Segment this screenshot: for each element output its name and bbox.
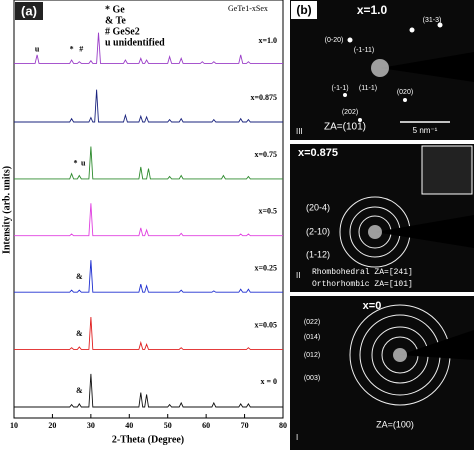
spot-label: (014) (304, 334, 320, 341)
panel-i: x=0 (022) (014) (012) (003) ZA=(100) I (290, 296, 474, 450)
zone-axis: Orthorhombic ZA=[101] (312, 280, 413, 289)
central-spot (371, 59, 389, 77)
x-tick-label: 60 (202, 421, 210, 430)
spot-label: (-1-11) (354, 47, 374, 54)
legend-line: & Te (105, 15, 126, 26)
series-label: x=1.0 (258, 36, 277, 45)
panel-label-bg (291, 1, 317, 19)
series-label: x = 0 (260, 377, 277, 386)
spot-label: (012) (304, 352, 320, 359)
chart-title: GeTe1-xSex (228, 4, 268, 13)
legend-line: * Ge (105, 4, 125, 15)
peak-label: u (81, 158, 86, 167)
beam-stop (400, 330, 474, 360)
pattern-line (14, 316, 283, 350)
x-tick-label: 80 (279, 421, 287, 430)
pattern-line (14, 146, 283, 180)
panel-b: (b) x=1.0 (0-20) (-1-11) (31-3) (-1-1) (… (290, 0, 474, 140)
beam-stop (375, 215, 474, 248)
series-label: x=0.875 (250, 93, 277, 102)
panel-numeral: III (296, 127, 303, 136)
peak-label: u (35, 45, 40, 54)
composition: x=1.0 (357, 3, 388, 17)
zone-axis: ZA=(101) (324, 122, 366, 133)
x-tick-label: 70 (241, 421, 249, 430)
spot-label: (022) (304, 319, 320, 326)
series-label: x=0.5 (258, 207, 277, 216)
spot-label: (-1-1) (331, 85, 348, 92)
x-axis-label: 2-Theta (Degree) (112, 434, 184, 445)
peak-label: # (79, 45, 83, 54)
spot-label: (202) (342, 109, 358, 116)
spot (358, 118, 362, 122)
x-tick-label: 40 (125, 421, 133, 430)
y-axis-label: Intensity (arb. units) (1, 166, 12, 254)
spot (347, 37, 353, 43)
panel-label: (a) (21, 3, 37, 18)
diffraction-image (290, 296, 474, 450)
beam-stop (380, 52, 474, 82)
panel-numeral: I (296, 433, 298, 442)
spot-label: (20-4) (306, 202, 330, 212)
spot (403, 98, 407, 102)
spot-label: (2-10) (306, 226, 330, 236)
scale-label: 5 nm⁻¹ (413, 126, 438, 135)
zone-axis: Rhombohedral ZA=[241] (312, 268, 413, 277)
central-spot (368, 225, 382, 239)
peak-label: & (76, 272, 83, 281)
x-tick-label: 50 (164, 421, 172, 430)
legend-line: u unidentified (105, 37, 165, 48)
panel-label-bg (15, 2, 43, 20)
spot-label: (1-12) (306, 249, 330, 259)
panel-label: (b) (296, 3, 311, 17)
pattern-line (14, 89, 283, 123)
spot-label: (020) (397, 89, 413, 96)
peak-label: * (73, 158, 77, 167)
peak-label: & (76, 386, 83, 395)
x-tick-label: 10 (10, 421, 18, 430)
spot-label: (003) (304, 375, 320, 382)
x-tick-label: 30 (87, 421, 95, 430)
legend-line: # GeSe2 (105, 26, 140, 37)
panel-numeral: II (296, 271, 300, 280)
spot (409, 27, 415, 33)
pattern-line (14, 32, 283, 64)
pattern-line (14, 260, 283, 293)
spot-label: (31-3) (423, 17, 442, 24)
pattern-line (14, 203, 283, 237)
inset-image (421, 145, 473, 195)
series-label: x=0.05 (254, 320, 277, 329)
spot (343, 93, 347, 97)
series-label: x=0.25 (254, 264, 277, 273)
spot-label: (0-20) (325, 37, 344, 44)
central-spot (393, 348, 407, 362)
zone-axis: ZA=(100) (376, 419, 414, 429)
x-tick-label: 20 (48, 421, 56, 430)
composition: x=0 (363, 300, 382, 312)
pattern-line (14, 373, 283, 408)
spot-label: (11-1) (359, 85, 377, 92)
peak-label: * (70, 45, 74, 54)
spot (437, 22, 443, 28)
panel-ii: x=0.875 (20-4) (2-10) (1-12) Rhombohedra… (290, 144, 474, 292)
series-label: x=0.75 (254, 150, 277, 159)
peak-label: & (76, 329, 83, 338)
composition: x=0.875 (298, 147, 338, 159)
